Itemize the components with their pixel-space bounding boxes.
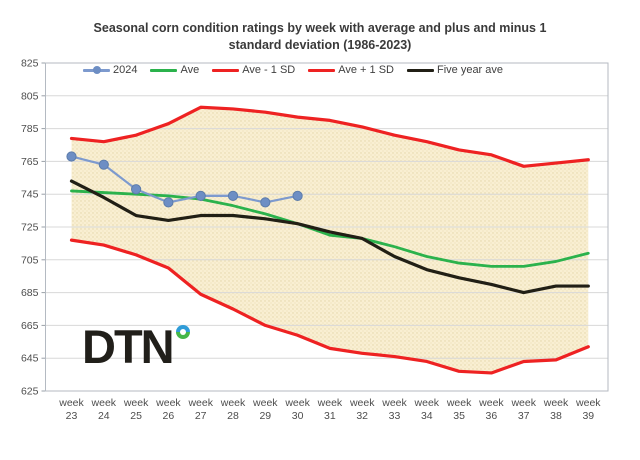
x-axis-label-week: week [414, 397, 440, 409]
plot-border [45, 62, 609, 392]
chart-title-line1: Seasonal corn condition ratings by week … [93, 21, 547, 35]
x-axis-label-week: week [478, 397, 504, 409]
x-axis-label-number: 33 [389, 410, 401, 422]
legend: 2024 Ave Ave - 1 SD Ave + 1 SD Five year ave [82, 64, 504, 76]
legend-item-ave: Ave [150, 64, 199, 76]
series-marker-2024 [227, 190, 239, 201]
chart-title: Seasonal corn condition ratings by week … [0, 20, 640, 54]
x-axis-label-week: week [575, 397, 601, 409]
x-axis-label-number: 23 [66, 410, 78, 422]
x-axis-label-number: 36 [486, 410, 498, 422]
legend-line-sample [308, 68, 336, 72]
legend-line-sample [212, 68, 240, 72]
x-axis-label-number: 37 [518, 410, 530, 422]
x-axis-label-number: 24 [98, 410, 110, 422]
series-line-ave-1-sd [69, 105, 590, 168]
x-axis-label-week: week [543, 397, 569, 409]
x-axis-label-number: 27 [195, 410, 207, 422]
x-axis-label-number: 29 [259, 410, 271, 422]
legend-label: Ave - 1 SD [242, 64, 296, 76]
series-marker-2024 [292, 190, 303, 201]
dtn-logo-donut-icon [175, 325, 190, 339]
series-marker-2024 [260, 197, 271, 208]
legend-item-ave-1-sd: Ave - 1 SD [212, 64, 295, 76]
x-axis-label-week: week [284, 397, 310, 409]
x-axis-label-number: 26 [163, 410, 175, 422]
x-axis-label-week: week [58, 397, 84, 409]
y-axis-label: 625 [21, 386, 39, 398]
x-axis-label-week: week [220, 397, 246, 409]
legend-marker-dot [92, 66, 101, 74]
legend-label: Five year ave [436, 64, 504, 76]
series-marker-2024 [195, 190, 206, 201]
x-axis-label-week: week [349, 397, 375, 409]
series-marker-2024 [66, 151, 77, 162]
series-line-five-year-ave [69, 179, 590, 295]
legend-line-sample [150, 68, 178, 72]
x-axis-label-number: 30 [292, 410, 304, 422]
x-axis-label-week: week [252, 397, 278, 409]
y-axis-label: 825 [21, 58, 39, 70]
y-axis-label: 705 [21, 254, 39, 266]
chart-title-line2: standard deviation (1986-2023) [228, 37, 412, 52]
series-line-ave [70, 189, 590, 268]
legend-label: 2024 [112, 64, 138, 76]
series-marker-2024 [131, 184, 142, 195]
x-axis-label-number: 34 [421, 410, 433, 422]
x-axis-label-number: 38 [550, 410, 562, 422]
series-line-2024 [70, 155, 299, 204]
y-axis-label: 725 [21, 222, 39, 234]
x-axis-label-number: 28 [227, 410, 239, 422]
legend-label: Ave + 1 SD [338, 64, 394, 76]
x-axis-label-number: 39 [582, 410, 594, 422]
y-axis-label: 645 [21, 353, 39, 365]
series-marker-2024 [98, 159, 109, 170]
x-axis-label-number: 31 [324, 410, 336, 422]
x-axis-label-week: week [155, 397, 181, 409]
y-axis-label: 745 [21, 189, 39, 201]
x-axis-label-week: week [446, 397, 472, 409]
x-axis-label-number: 35 [453, 410, 465, 422]
legend-item-2024: 2024 [82, 64, 138, 76]
x-axis-label-week: week [510, 397, 536, 409]
x-axis-label-week: week [381, 397, 407, 409]
y-axis-label: 765 [21, 156, 39, 168]
x-axis-label-number: 32 [356, 410, 368, 422]
x-axis-label-number: 25 [130, 410, 142, 422]
y-axis-label: 805 [21, 90, 39, 102]
legend-line-sample [406, 68, 434, 72]
x-axis-label-week: week [187, 397, 213, 409]
dtn-logo-text: DTN [82, 320, 175, 373]
series-marker-2024 [163, 197, 174, 208]
x-axis-label-week: week [123, 397, 149, 409]
y-axis-label: 685 [21, 287, 39, 299]
legend-item-ave-1-sd: Ave + 1 SD [308, 64, 394, 76]
sd-band [71, 107, 589, 373]
legend-label: Ave [180, 64, 200, 76]
y-axis-label: 785 [21, 123, 39, 135]
x-axis-label-week: week [91, 397, 117, 409]
series-line-ave-1-sd [69, 238, 590, 375]
legend-line-sample [82, 66, 110, 74]
x-axis-label-week: week [317, 397, 343, 409]
dtn-logo: DTN [82, 323, 190, 370]
legend-item-five-year-ave: Five year ave [406, 64, 504, 76]
y-axis-label: 665 [21, 320, 39, 332]
